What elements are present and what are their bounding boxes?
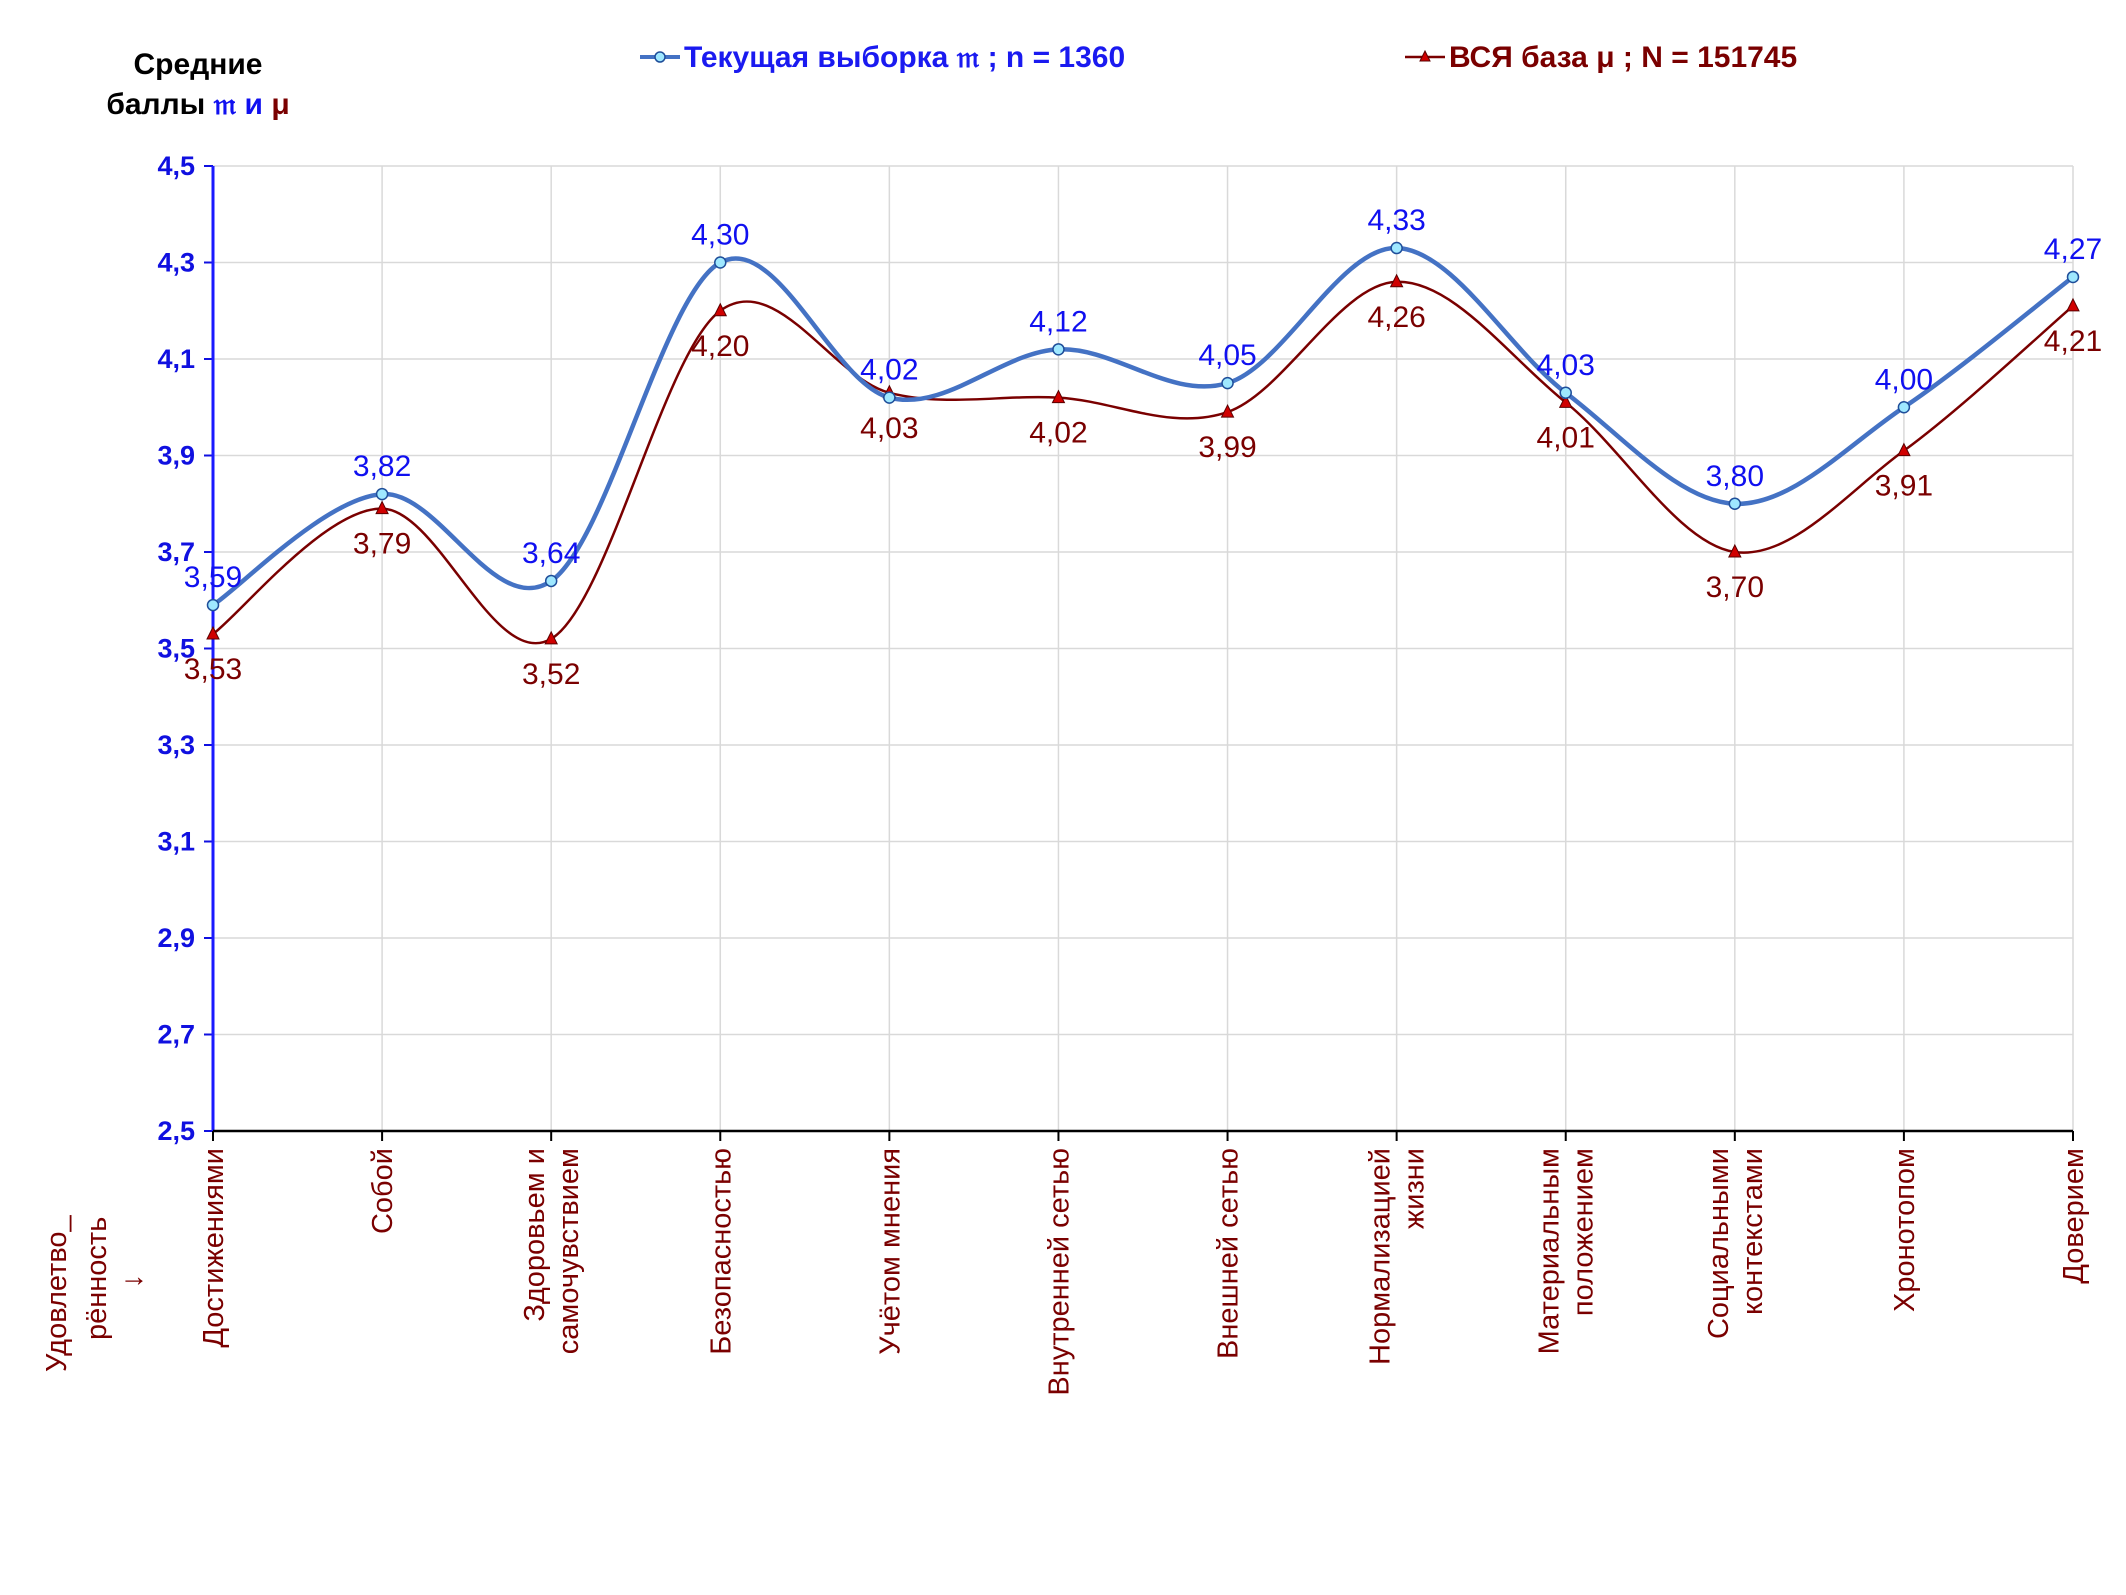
x-axis-title: Удовлетво_ рённость → bbox=[41, 1214, 149, 1372]
data-label-all-base: 4,03 bbox=[860, 412, 918, 445]
gridlines bbox=[212, 165, 2074, 1132]
marker-current-sample bbox=[1559, 386, 1572, 400]
data-label-all-base: 4,01 bbox=[1537, 421, 1595, 454]
data-label-current-sample: 4,02 bbox=[860, 354, 918, 387]
data-label-all-base: 4,02 bbox=[1029, 417, 1087, 450]
x-category-label: Внутренней сетью bbox=[1043, 1148, 1075, 1396]
x-category-label: положением bbox=[1568, 1148, 1600, 1316]
marker-current-sample bbox=[714, 256, 727, 269]
y-tick-label: 4,5 bbox=[157, 151, 195, 181]
y-axis-title-prefix: баллы bbox=[106, 88, 213, 121]
x-category-label: контекстами bbox=[1737, 1148, 1769, 1315]
x-category-label: жизни bbox=[1399, 1148, 1431, 1229]
data-label-current-sample: 4,12 bbox=[1029, 305, 1087, 338]
legend: Текущая выборка 𝔪 ; n = 1360 ВСЯ база μ … bbox=[640, 41, 1797, 74]
data-label-all-base: 4,20 bbox=[691, 330, 749, 363]
x-category-label: Нормализацией bbox=[1365, 1148, 1397, 1365]
data-label-all-base: 3,99 bbox=[1198, 431, 1256, 464]
marker-all-base bbox=[544, 630, 558, 645]
data-label-current-sample: 4,27 bbox=[2044, 233, 2102, 266]
x-axis-title-line2: рённость bbox=[81, 1217, 113, 1340]
data-label-all-base: 3,91 bbox=[1875, 470, 1933, 503]
y-tick-label: 4,3 bbox=[157, 248, 195, 278]
data-label-current-sample: 3,64 bbox=[522, 537, 580, 570]
data-label-all-base: 3,53 bbox=[184, 653, 242, 686]
series-line-all-base bbox=[212, 280, 2074, 645]
data-label-current-sample: 3,59 bbox=[184, 561, 242, 594]
marker-current-sample bbox=[1390, 241, 1403, 255]
y-axis-title: Средние баллы 𝔪 и μ bbox=[106, 48, 289, 121]
data-label-all-base: 3,79 bbox=[353, 528, 411, 561]
x-axis-title-arrow: → bbox=[120, 1261, 149, 1293]
y-tick-label: 4,1 bbox=[157, 344, 195, 374]
marker-all-base bbox=[1051, 389, 1066, 404]
x-category-label: Доверием bbox=[2058, 1148, 2090, 1284]
y-tick-label: 3,1 bbox=[157, 827, 195, 857]
legend-marker-series-b bbox=[1419, 49, 1431, 62]
legend-label-series-a: Текущая выборка 𝔪 ; n = 1360 bbox=[684, 41, 1125, 74]
y-tick-label: 2,7 bbox=[157, 1020, 195, 1050]
y-tick-label: 3,3 bbox=[157, 730, 195, 760]
data-label-all-base: 4,26 bbox=[1367, 301, 1425, 334]
marker-all-base bbox=[1558, 394, 1573, 408]
marker-current-sample bbox=[883, 391, 896, 404]
x-category-label: Внешней сетью bbox=[1213, 1148, 1245, 1359]
marker-current-sample bbox=[375, 487, 389, 501]
y-axis-title-and: и bbox=[236, 88, 271, 121]
series-lines bbox=[211, 245, 2075, 645]
data-label-current-sample: 4,33 bbox=[1367, 204, 1425, 237]
x-category-label: Хронотопом bbox=[1889, 1148, 1921, 1312]
marker-all-base bbox=[1389, 273, 1404, 288]
data-label-all-base: 3,70 bbox=[1706, 571, 1764, 604]
series-markers bbox=[206, 241, 2080, 645]
data-label-all-base: 3,52 bbox=[522, 658, 580, 691]
marker-all-base bbox=[1220, 403, 1235, 418]
data-label-current-sample: 3,80 bbox=[1706, 460, 1764, 493]
marker-all-base bbox=[375, 500, 389, 515]
legend-marker-series-a bbox=[654, 51, 666, 63]
x-category-label: Материальным bbox=[1534, 1148, 1566, 1354]
data-label-current-sample: 4,03 bbox=[1537, 349, 1595, 382]
marker-all-base bbox=[206, 625, 220, 640]
marker-current-sample bbox=[1897, 401, 1911, 414]
data-label-current-sample: 3,82 bbox=[353, 450, 411, 483]
y-tick-label: 3,7 bbox=[157, 537, 195, 567]
x-category-label: самочувствием bbox=[553, 1148, 585, 1354]
data-label-current-sample: 4,05 bbox=[1198, 339, 1256, 372]
data-labels: 3,59 3,82 3,64 4,30 4,02 4,12 4,05 4,33 4,03 3,80… bbox=[184, 204, 2102, 691]
y-tick-label: 2,5 bbox=[157, 1116, 195, 1146]
y-axis-title-symbol-a: 𝔪 bbox=[213, 88, 237, 121]
marker-current-sample bbox=[206, 598, 220, 612]
x-axis-title-line1: Удовлетво_ bbox=[41, 1214, 73, 1372]
data-label-current-sample: 4,30 bbox=[691, 219, 749, 252]
x-category-label: Достижениями bbox=[198, 1148, 230, 1348]
x-category-label: Здоровьем и bbox=[519, 1148, 551, 1322]
x-axis: Достижениями Собой Здоровьем и самочувствие… bbox=[198, 1129, 2090, 1396]
x-category-label: Безопасностью bbox=[705, 1148, 737, 1355]
marker-all-base bbox=[1728, 543, 1742, 558]
legend-label-series-b: ВСЯ база μ ; N = 151745 bbox=[1449, 41, 1797, 74]
y-tick-label: 2,9 bbox=[157, 923, 195, 953]
y-axis-title-symbol-b: μ bbox=[271, 88, 289, 121]
marker-all-base bbox=[713, 302, 728, 317]
marker-current-sample bbox=[1221, 376, 1234, 390]
x-category-label: Социальными bbox=[1703, 1148, 1735, 1339]
y-axis-title-line2: баллы 𝔪 и μ bbox=[106, 88, 289, 121]
y-tick-label: 3,9 bbox=[157, 441, 195, 471]
y-axis-title-line1: Средние bbox=[134, 48, 263, 81]
marker-all-base bbox=[1897, 442, 1911, 457]
data-label-current-sample: 4,00 bbox=[1875, 363, 1933, 396]
x-category-label: Учётом мнения bbox=[874, 1148, 906, 1355]
marker-current-sample bbox=[1052, 343, 1065, 356]
data-label-all-base: 4,21 bbox=[2044, 325, 2102, 358]
marker-current-sample bbox=[1728, 497, 1742, 510]
x-category-label: Собой bbox=[367, 1148, 399, 1234]
marker-all-base bbox=[2066, 297, 2080, 312]
y-tick-label: 3,5 bbox=[157, 634, 195, 664]
marker-current-sample bbox=[2066, 270, 2080, 284]
y-axis: 2,5 2,7 2,9 3,1 3,3 3,5 3,7 3,9 4,1 4,3 4,5 bbox=[157, 151, 215, 1146]
marker-current-sample bbox=[544, 574, 558, 588]
